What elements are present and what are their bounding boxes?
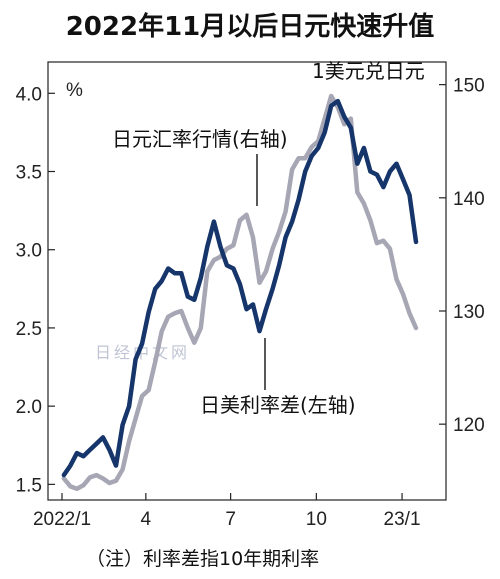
- watermark-text: 日经中文网: [95, 343, 190, 362]
- right-axis-tick-label: 150: [453, 76, 485, 97]
- annotation-spread-series: 日美利率差(左轴): [200, 393, 356, 417]
- left-axis-tick-label: 3.5: [16, 163, 42, 184]
- left-axis-tick-label: 3.0: [16, 241, 42, 262]
- x-axis-tick-label: 2022/1: [33, 509, 91, 530]
- chart-title: 2022年11月以后日元快速升值: [65, 12, 435, 42]
- annotation-usd-jpy: 1美元兑日元: [312, 59, 425, 83]
- x-axis-tick-label: 23/1: [384, 509, 421, 530]
- left-axis-tick-label: 4.0: [16, 84, 42, 105]
- series-line-spread: [61, 98, 419, 478]
- chart-footnote: （注）利率差指10年期利率: [86, 548, 320, 570]
- left-axis-unit-label: %: [66, 80, 83, 101]
- annotation-fx-series: 日元汇率行情(右轴): [112, 127, 288, 151]
- series-line-fx: [61, 93, 419, 491]
- x-axis-tick-label: 4: [141, 509, 152, 530]
- right-axis-tick-label: 140: [453, 189, 485, 210]
- left-axis-tick-label: 1.5: [16, 475, 42, 496]
- right-axis-tick-label: 130: [453, 302, 485, 323]
- plot-frame: [47, 61, 447, 501]
- right-axis-tick-label: 120: [453, 415, 485, 436]
- left-axis-tick-label: 2.0: [16, 397, 42, 418]
- x-axis-tick-label: 7: [225, 509, 236, 530]
- left-axis-tick-label: 2.5: [16, 319, 42, 340]
- x-axis-tick-label: 10: [306, 509, 327, 530]
